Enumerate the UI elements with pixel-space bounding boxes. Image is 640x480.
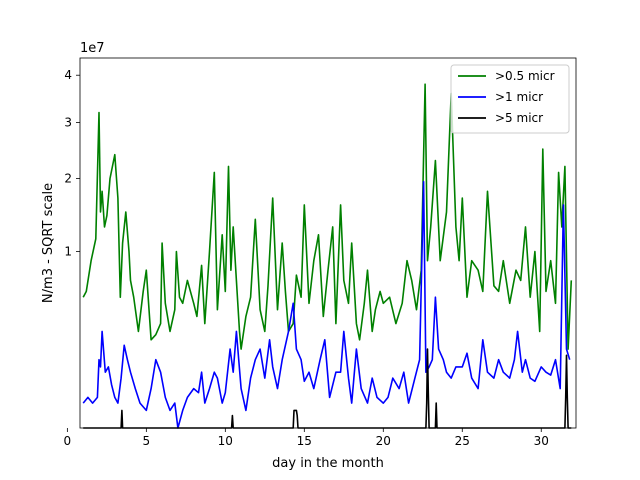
x-tick-label: 20 [376, 434, 391, 448]
x-tick-label: 15 [297, 434, 312, 448]
legend-box [450, 64, 570, 134]
y-tick-label: 1 [64, 245, 72, 259]
legend-label: >5 micr [495, 111, 543, 125]
y-offset-label: 1e7 [80, 41, 105, 56]
x-tick-label: 0 [64, 434, 72, 448]
legend-label: >0.5 micr [495, 69, 555, 83]
y-axis-label: N/m3 - SQRT scale [41, 183, 56, 303]
x-tick-label: 10 [218, 434, 233, 448]
legend-label: >1 micr [495, 90, 543, 104]
y-tick-label: 2 [64, 172, 72, 186]
series-line-2 [82, 180, 571, 429]
y-axis: 1 2 3 4 [64, 68, 80, 259]
y-tick-label: 3 [64, 115, 72, 129]
y-tick-label: 4 [64, 68, 72, 82]
legend: >0.5 micr >1 micr >5 micr [450, 64, 570, 134]
series-line-3 [83, 348, 572, 429]
x-tick-label: 25 [455, 434, 470, 448]
x-tick-label: 5 [143, 434, 151, 448]
x-tick-label: 30 [534, 434, 549, 448]
series-line-1 [82, 83, 573, 350]
axes-frame [79, 57, 577, 429]
x-axis-label: day in the month [272, 456, 384, 471]
x-axis: 0 5 10 15 20 25 30 [64, 428, 549, 448]
series-layer [82, 83, 573, 429]
